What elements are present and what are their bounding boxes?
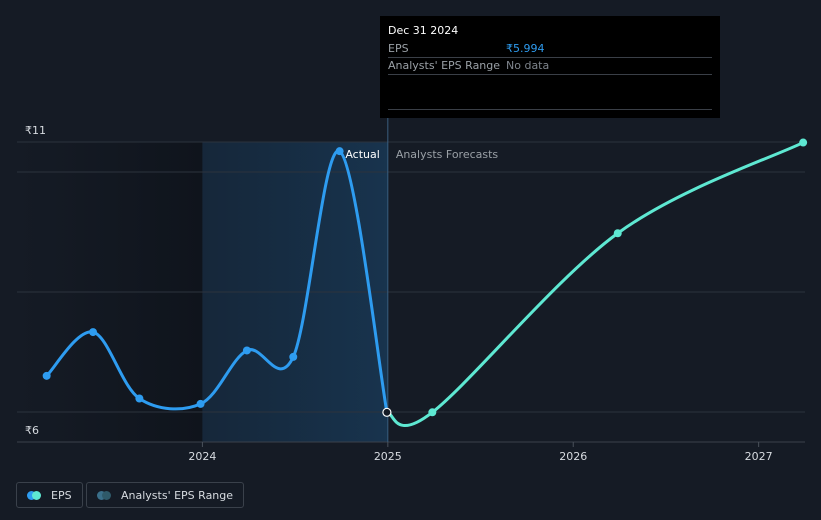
series-layer: [42, 138, 808, 427]
eps-forecast-point[interactable]: [799, 138, 808, 147]
actual-section-label: Actual: [345, 148, 379, 161]
tooltip-date: Dec 31 2024: [388, 24, 459, 37]
legend-label-analysts-eps-range: Analysts' EPS Range: [121, 488, 234, 502]
tooltip-divider: [388, 57, 712, 58]
range-legend-swatch-icon: [97, 490, 113, 500]
eps-actual-point[interactable]: [242, 346, 251, 355]
eps-forecast-line: [385, 141, 805, 427]
eps-legend-swatch-icon: [27, 490, 43, 500]
y-axis: ₹11 ₹6: [25, 124, 46, 437]
y-tick-label: ₹6: [25, 424, 39, 437]
tooltip-divider: [388, 109, 712, 110]
tooltip-divider: [388, 74, 712, 75]
legend-item-analysts-eps-range[interactable]: Analysts' EPS Range: [86, 482, 245, 508]
legend-label-eps: EPS: [51, 488, 72, 502]
eps-actual-point[interactable]: [42, 371, 51, 380]
x-tick-label: 2025: [374, 450, 402, 463]
legend-item-eps[interactable]: EPS: [16, 482, 83, 508]
x-tick-label: 2024: [188, 450, 216, 463]
eps-actual-point[interactable]: [335, 147, 344, 156]
x-tick-label: 2026: [559, 450, 587, 463]
eps-forecast-point[interactable]: [613, 229, 622, 238]
hover-tooltip: Dec 31 2024 EPS ₹5.994 Analysts' EPS Ran…: [380, 16, 720, 118]
tooltip-range-value: No data: [506, 59, 550, 72]
grid-lines: [17, 141, 805, 443]
eps-actual-point[interactable]: [89, 328, 98, 337]
tooltip-eps-label: EPS: [388, 42, 409, 55]
forecast-section-label: Analysts Forecasts: [396, 148, 499, 161]
x-tick-label: 2027: [745, 450, 773, 463]
eps-actual-point[interactable]: [196, 399, 205, 408]
eps-actual-point[interactable]: [289, 352, 298, 361]
eps-forecast-point[interactable]: [428, 408, 437, 417]
eps-actual-point[interactable]: [135, 394, 144, 403]
tooltip-range-label: Analysts' EPS Range: [388, 59, 501, 72]
x-axis: 2024 2025 2026 2027: [188, 442, 773, 463]
y-tick-label: ₹11: [25, 124, 46, 137]
highlighted-eps-point[interactable]: [382, 407, 392, 417]
eps-actual-line: [45, 149, 389, 414]
tooltip-eps-value: ₹5.994: [506, 42, 545, 55]
